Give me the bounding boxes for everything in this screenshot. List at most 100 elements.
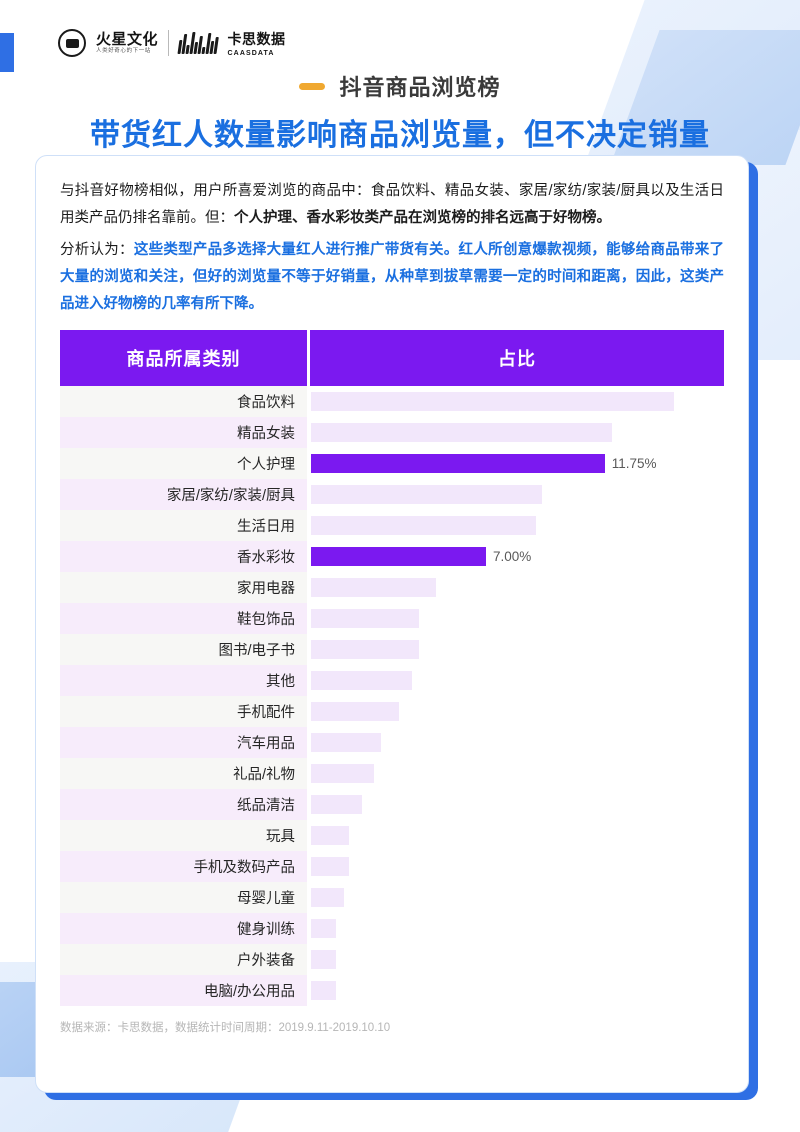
row-bar	[311, 578, 436, 597]
logo-huoxing-tagline: 人类好奇心的下一站	[96, 47, 151, 54]
row-bar	[311, 857, 349, 876]
table-row: 精品女装	[60, 417, 724, 448]
brand-logo-row: 火星文化 人类好奇心的下一站 卡思数据 CAASDATA	[58, 29, 286, 57]
table-body: 食品饮料精品女装个人护理 11.75% 家居/家纺/家装/厨具生活日用香水彩妆 7.0…	[60, 386, 724, 1006]
table-row: 户外装备	[60, 944, 724, 975]
table-row: 纸品清洁	[60, 789, 724, 820]
row-bar	[311, 795, 363, 814]
table-header-row: 商品所属类别 占比	[60, 330, 724, 386]
row-category-label: 户外装备	[237, 953, 295, 969]
row-category-label: 家居/家纺/家装/厨具	[166, 488, 295, 504]
vertical-divider-icon	[168, 30, 170, 56]
row-bar-cell	[307, 882, 724, 913]
table-row: 手机及数码产品	[60, 851, 724, 882]
row-bar	[311, 392, 674, 411]
row-category-label: 食品饮料	[237, 395, 295, 411]
row-bar	[311, 640, 419, 659]
row-bar-cell	[307, 944, 724, 975]
table-row: 汽车用品	[60, 727, 724, 758]
row-bar-cell	[307, 820, 724, 851]
row-bar	[311, 516, 536, 535]
paragraph-1-bold: 个人护理、香水彩妆类产品在浏览榜的排名远高于好物榜。	[234, 210, 611, 226]
row-value-label: 7.00%	[493, 549, 532, 564]
paragraph-2-lead: 分析认为：	[60, 242, 134, 258]
row-bar	[311, 454, 605, 473]
logo-huoxing-text: 火星文化 人类好奇心的下一站	[96, 32, 158, 55]
row-category-label: 纸品清洁	[237, 798, 295, 814]
row-category-label: 汽车用品	[237, 736, 295, 752]
row-bar-cell	[307, 913, 724, 944]
row-bar	[311, 733, 381, 752]
row-category-label: 电脑/办公用品	[203, 984, 295, 1000]
row-bar	[311, 485, 543, 504]
row-category-label: 母婴儿童	[237, 891, 295, 907]
orange-dash-icon	[299, 82, 326, 90]
row-bar-cell	[307, 634, 724, 665]
table-row: 家居/家纺/家装/厨具	[60, 479, 724, 510]
row-bar	[311, 609, 419, 628]
row-bar-cell	[307, 758, 724, 789]
section-subtitle-row: 抖音商品浏览榜	[0, 70, 800, 102]
paragraph-1: 与抖音好物榜相似，用户所喜爱浏览的商品中：食品饮料、精品女装、家居/家纺/家装/…	[60, 178, 724, 232]
paragraph-2: 分析认为：这些类型产品多选择大量红人进行推广带货有关。红人所创意爆款视频，能够给…	[60, 237, 724, 318]
table-row: 鞋包饰品	[60, 603, 724, 634]
row-bar-cell	[307, 510, 724, 541]
row-bar	[311, 423, 613, 442]
table-row: 玩具	[60, 820, 724, 851]
row-bar	[311, 888, 344, 907]
row-category-label: 生活日用	[237, 519, 295, 535]
column-header-percent: 占比	[310, 330, 724, 386]
row-category-label: 个人护理	[237, 457, 295, 473]
row-value-label: 11.75%	[611, 456, 657, 471]
row-bar	[311, 826, 349, 845]
page-title: 带货红人数量影响商品浏览量，但不决定销量	[90, 119, 710, 152]
row-category-label: 手机配件	[237, 705, 295, 721]
camera-circle-icon	[58, 29, 86, 57]
row-category-label: 图书/电子书	[218, 643, 295, 659]
logo-huoxing-name: 火星文化	[96, 30, 159, 48]
row-bar-cell	[307, 572, 724, 603]
row-bar-cell	[307, 417, 724, 448]
table-row: 香水彩妆 7.00%	[60, 541, 724, 572]
column-header-category: 商品所属类别	[60, 330, 307, 386]
row-category-label: 家用电器	[237, 581, 295, 597]
table-row: 生活日用	[60, 510, 724, 541]
table-row: 图书/电子书	[60, 634, 724, 665]
table-row: 礼品/礼物	[60, 758, 724, 789]
row-bar	[311, 702, 399, 721]
table-row: 电脑/办公用品	[60, 975, 724, 1006]
logo-caas-name: 卡思数据	[227, 31, 286, 47]
row-bar	[311, 981, 336, 1000]
section-subtitle: 抖音商品浏览榜	[339, 75, 501, 100]
table-row: 家用电器	[60, 572, 724, 603]
row-bar-cell	[307, 696, 724, 727]
row-bar-cell	[307, 851, 724, 882]
row-category-label: 手机及数码产品	[193, 860, 296, 876]
table-row: 个人护理 11.75%	[60, 448, 724, 479]
row-bar-cell	[307, 975, 724, 1006]
logo-caas-text: 卡思数据 CAASDATA	[228, 29, 286, 57]
row-bar	[311, 919, 336, 938]
table-row: 其他	[60, 665, 724, 696]
row-category-label: 其他	[266, 674, 295, 690]
row-bar-cell	[307, 727, 724, 758]
decor-left-blue-tab	[0, 33, 14, 72]
row-bar-cell	[307, 386, 724, 417]
audio-waveform-icon	[177, 32, 219, 54]
table-row: 母婴儿童	[60, 882, 724, 913]
row-bar-cell	[307, 665, 724, 696]
table-row: 手机配件	[60, 696, 724, 727]
row-bar-cell: 11.75%	[307, 448, 724, 479]
row-bar	[311, 547, 486, 566]
table-row: 健身训练	[60, 913, 724, 944]
data-source-note: 数据来源：卡思数据，数据统计时间周期：2019.9.11-2019.10.10	[60, 1022, 391, 1034]
row-category-label: 礼品/礼物	[232, 767, 295, 783]
row-category-label: 玩具	[266, 829, 295, 845]
row-bar	[311, 950, 336, 969]
row-category-label: 健身训练	[237, 922, 295, 938]
row-category-label: 香水彩妆	[237, 550, 295, 566]
paragraph-1-normal: 与抖音好物榜相似，用户所喜爱浏览的商品中：食品饮料、精品女装、家居/家纺/家装/…	[60, 183, 724, 226]
paragraph-2-highlight: 这些类型产品多选择大量红人进行推广带货有关。红人所创意爆款视频，能够给商品带来了…	[60, 242, 725, 312]
row-bar-cell: 7.00%	[307, 541, 724, 572]
